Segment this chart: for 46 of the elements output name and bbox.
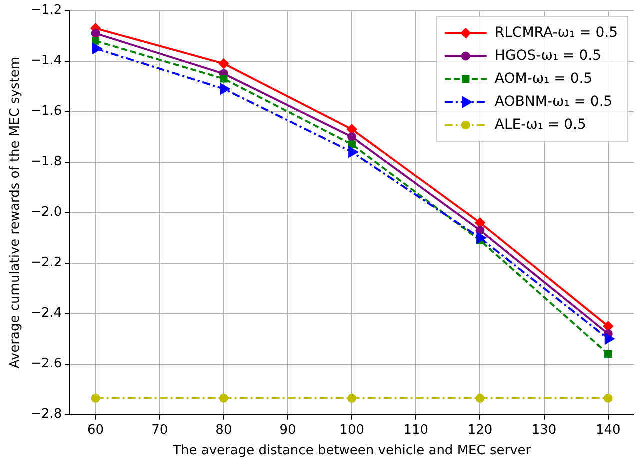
legend-label: HGOS-ω₁ = 0.5 [494, 48, 602, 64]
point [603, 321, 614, 332]
x-tick-label: 70 [152, 422, 168, 438]
y-tick-label: −2.6 [30, 356, 62, 372]
point [475, 218, 486, 228]
point [347, 124, 358, 134]
y-tick-label: −1.6 [30, 104, 62, 120]
x-tick-label: 140 [596, 422, 621, 438]
x-tick-label: 120 [468, 422, 493, 438]
x-tick-label: 60 [88, 422, 104, 438]
point [348, 146, 358, 158]
point [219, 394, 228, 403]
y-tick-label: −2.4 [30, 306, 62, 322]
point [348, 140, 356, 148]
point [92, 37, 100, 45]
y-tick-label: −2.2 [30, 256, 62, 271]
point [476, 226, 485, 235]
point [476, 232, 486, 244]
x-axis-title: The average distance between vehicle and MEC server [172, 444, 532, 459]
legend-label: AOM-ω₁ = 0.5 [494, 70, 593, 87]
x-tick-label: 80 [216, 422, 232, 438]
x-tick-label: 90 [280, 422, 296, 438]
point [91, 29, 100, 38]
point [348, 394, 357, 403]
legend-label: AOBNM-ω₁ = 0.5 [494, 94, 613, 110]
x-tick-label: 110 [404, 422, 429, 438]
legend-label: ALE-ω₁ = 0.5 [494, 116, 586, 133]
y-tick-label: −2.8 [30, 407, 62, 422]
y-tick-label: −1.2 [30, 3, 62, 18]
point [604, 350, 612, 358]
legend-label: RLCMRA-ω₁ = 0.5 [494, 24, 618, 41]
x-tick-label: 130 [532, 422, 557, 438]
y-tick-label: −2.0 [30, 205, 62, 220]
point [604, 334, 614, 344]
point [476, 394, 485, 403]
y-tick-label: −1.4 [30, 54, 62, 69]
point [92, 43, 102, 54]
point [220, 84, 230, 94]
point [220, 75, 228, 83]
x-tick-label: 100 [340, 422, 364, 438]
point [348, 132, 357, 142]
point [604, 394, 613, 403]
y-tick-label: −1.8 [30, 154, 62, 170]
y-axis-title: Average cumulative rewards of the MEC system [8, 56, 24, 369]
point [218, 58, 229, 69]
point [91, 394, 100, 403]
